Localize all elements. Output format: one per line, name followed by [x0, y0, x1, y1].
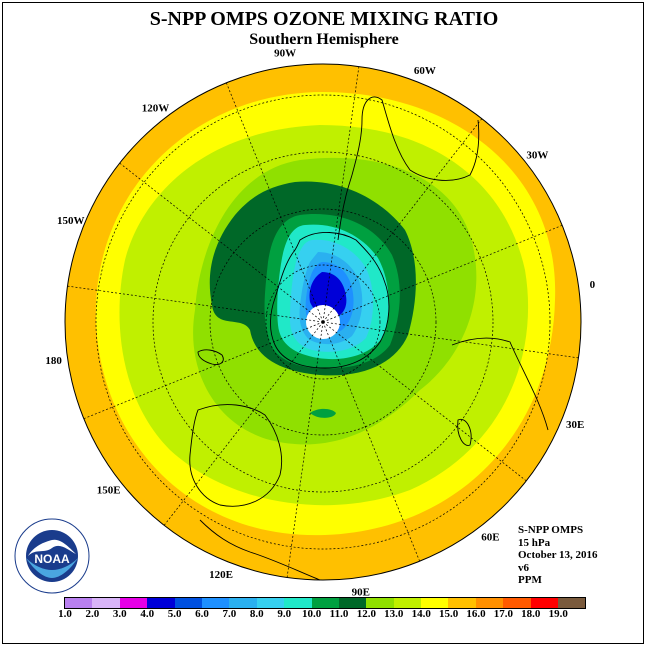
longitude-label-150e: 150E — [97, 484, 121, 496]
longitude-label-90w: 90W — [274, 48, 296, 60]
map-boundary — [64, 63, 582, 581]
page-subtitle: Southern Hemisphere — [249, 31, 399, 48]
longitude-label-120e: 120E — [209, 569, 233, 581]
latitude-ring-70 — [209, 208, 437, 436]
meridian--60 — [322, 321, 420, 562]
color-scale-label: 13.0 — [384, 608, 404, 620]
longitude-labels: 0 30E 60E 90E 120E 150E 180 150W 120W 90W 60W 30W — [45, 48, 595, 599]
color-scale-label: 16.0 — [466, 608, 486, 620]
color-swatch-13 — [421, 598, 449, 608]
latitude-ring-60 — [152, 151, 494, 493]
color-scale-label: 8.0 — [249, 608, 264, 620]
color-scale-label: 12.0 — [356, 608, 377, 620]
color-scale-label: 4.0 — [140, 608, 155, 620]
south-america-coast — [351, 96, 480, 181]
color-swatch-5 — [201, 598, 230, 608]
color-scale-label: 14.0 — [411, 608, 431, 620]
graticule — [95, 94, 551, 550]
units-label: PPM — [518, 574, 542, 586]
africa-coast — [451, 337, 549, 431]
page-title: S-NPP OMPS OZONE MIXING RATIO — [149, 8, 499, 30]
color-scale-label: 5.0 — [167, 608, 182, 620]
version-label: v6 — [518, 561, 529, 574]
coastlines — [189, 96, 549, 581]
meridian--180 — [67, 285, 324, 323]
color-scale-label: 1.0 — [58, 608, 72, 620]
meridian-0 — [322, 321, 579, 359]
longitude-label-60w: 60W — [414, 65, 436, 77]
logo-text: NOAA — [34, 552, 70, 566]
contour-10-11-patch — [310, 408, 336, 418]
longitude-label-30e: 30E — [566, 419, 584, 431]
color-swatch-17 — [530, 598, 559, 608]
longitude-label-0: 0 — [590, 279, 596, 291]
color-scale-label: 15.0 — [438, 608, 459, 620]
meridian--150 — [83, 321, 324, 419]
color-scale-label: 6.0 — [195, 608, 209, 620]
color-swatch-6 — [229, 598, 257, 608]
color-swatch-10 — [338, 598, 367, 608]
color-swatch-1 — [92, 598, 120, 608]
latitude-ring-80 — [265, 264, 381, 380]
date-label: October 13, 2016 — [518, 549, 598, 561]
longitude-label-60e: 60E — [481, 531, 499, 543]
color-swatch-15 — [475, 598, 504, 608]
color-swatch-14 — [448, 598, 476, 608]
australia-coast — [189, 404, 283, 507]
meridian-120 — [226, 82, 324, 323]
color-scale-label: 19.0 — [548, 608, 568, 620]
color-scale-label: 3.0 — [112, 608, 127, 620]
meridian-150 — [119, 162, 324, 323]
color-swatch-18 — [558, 598, 586, 608]
antarctic-peninsula — [337, 174, 353, 241]
pressure-label: 15 hPa — [518, 536, 551, 549]
meridian--30 — [322, 321, 527, 482]
color-swatch-9 — [311, 598, 339, 608]
color-swatch-8 — [284, 598, 312, 608]
instrument-label: S-NPP OMPS — [518, 524, 584, 536]
info-block: S-NPP OMPS 15 hPa October 13, 2016 v6 PP… — [518, 524, 598, 587]
longitude-label-180: 180 — [45, 355, 62, 367]
color-swatch-4 — [174, 598, 202, 608]
longitude-label-90e: 90E — [352, 586, 370, 598]
color-scale-label: 11.0 — [329, 608, 349, 620]
color-swatch-3 — [147, 598, 175, 608]
antarctica-coastline — [270, 232, 390, 369]
meridian--90 — [286, 321, 324, 578]
color-scale-label: 18.0 — [521, 608, 541, 620]
madagascar-coast — [457, 418, 472, 446]
color-swatch-7 — [256, 598, 285, 608]
longitude-label-150w: 150W — [57, 215, 85, 227]
color-scale-label: 2.0 — [85, 608, 100, 620]
meridian-90 — [322, 66, 360, 323]
color-scale-label: 7.0 — [222, 608, 237, 620]
meridian--120 — [163, 321, 324, 526]
longitude-label-30w: 30W — [526, 150, 548, 162]
meridian-30 — [322, 225, 563, 323]
color-swatch-16 — [503, 598, 531, 608]
contour-fill-group — [65, 64, 581, 580]
color-scale-label: 10.0 — [301, 608, 322, 620]
color-scale-label: 9.0 — [277, 608, 292, 620]
latitude-ring-50 — [95, 94, 551, 550]
color-swatch-0 — [65, 598, 93, 608]
color-scale-bar — [64, 597, 587, 609]
southeast-asia-coast — [199, 519, 321, 581]
color-scale-label: 17.0 — [493, 608, 514, 620]
color-swatch-11 — [366, 598, 394, 608]
meridian-60 — [322, 118, 483, 323]
color-swatch-2 — [119, 598, 148, 608]
color-swatch-12 — [393, 598, 422, 608]
meridian-lines — [67, 66, 579, 578]
longitude-label-120w: 120W — [142, 103, 170, 115]
noaa-logo: NOAA — [14, 518, 90, 599]
